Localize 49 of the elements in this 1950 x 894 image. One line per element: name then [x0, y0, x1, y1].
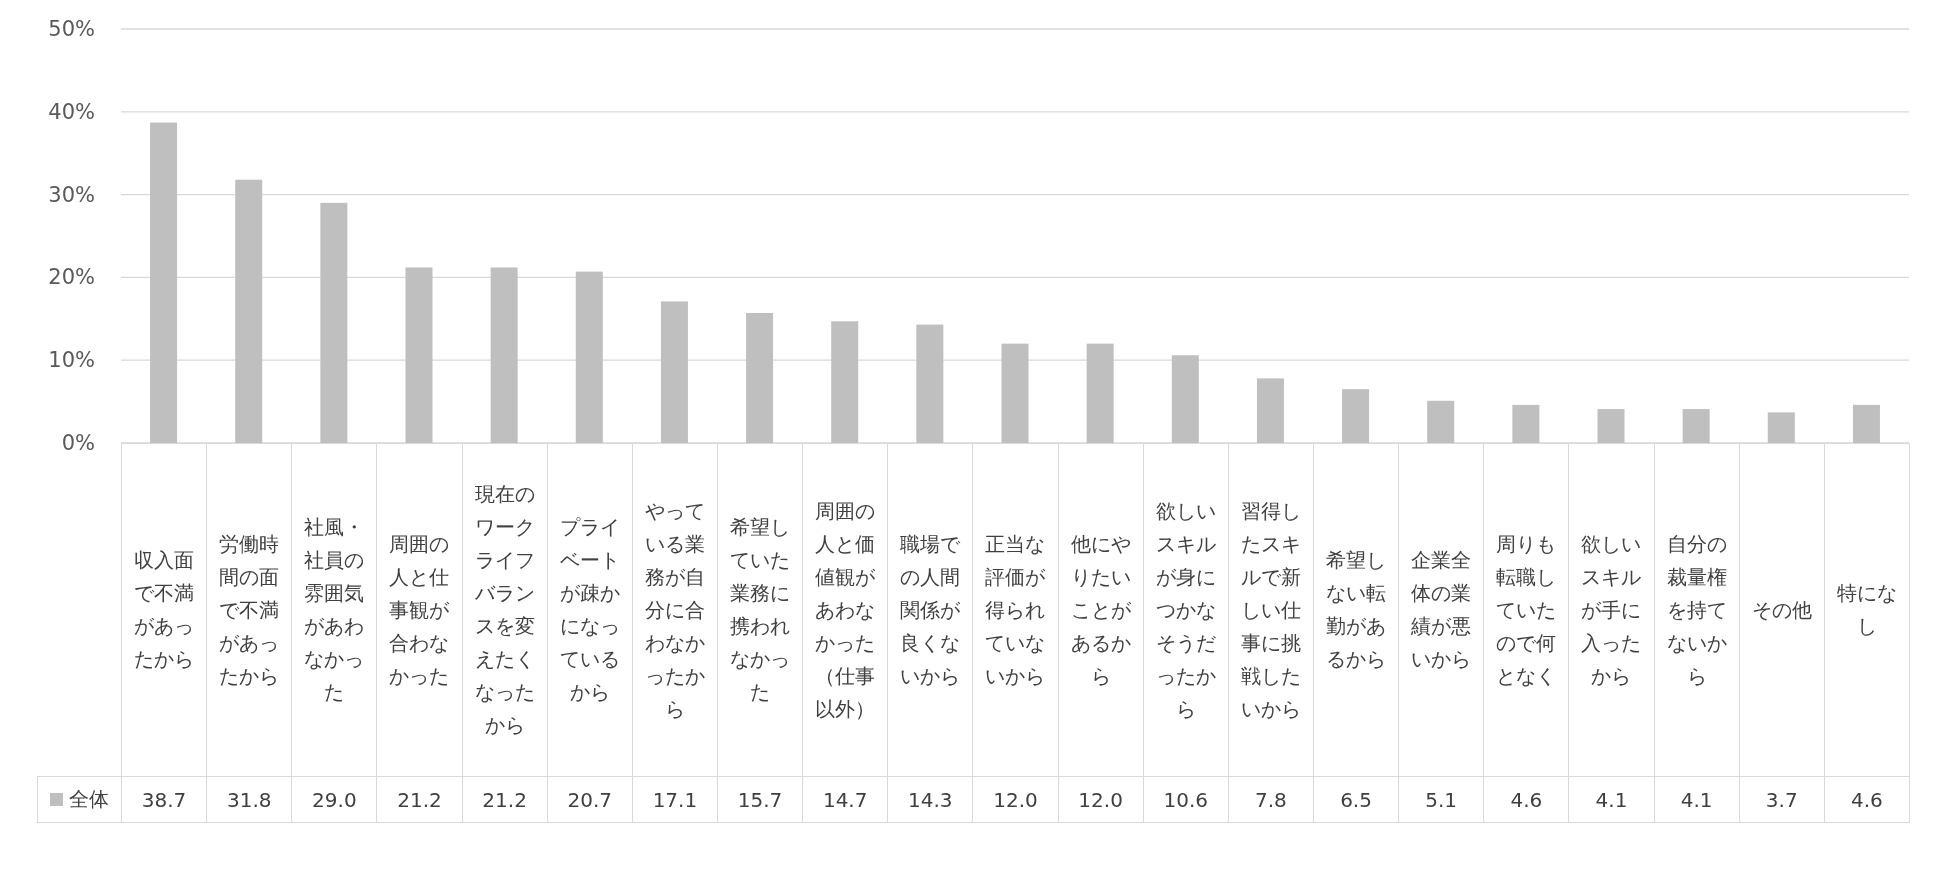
x-tick-label: 希望しない転勤があるから: [1313, 443, 1399, 777]
data-label: 15.7: [717, 776, 803, 823]
x-tick-label: プライベートが疎かになっているから: [547, 443, 633, 777]
data-label: 17.1: [632, 776, 718, 823]
data-label: 38.7: [121, 776, 207, 823]
x-tick-label: 自分の裁量権を持てないから: [1654, 443, 1740, 777]
data-label: 21.2: [376, 776, 463, 823]
y-tick-label: 50%: [48, 17, 95, 41]
x-tick-label: 習得したスキルで新しい仕事に挑戦したいから: [1228, 443, 1314, 777]
x-tick-label: 欲しいスキルが身につかなそうだったから: [1143, 443, 1229, 777]
x-tick-label: 周囲の人と価値観があわなかった（仕事以外）: [802, 443, 888, 777]
data-label: 21.2: [462, 776, 548, 823]
legend-label: 全体: [37, 776, 122, 823]
data-label: 4.6: [1483, 776, 1569, 823]
x-tick-label: 収入面で不満があったから: [121, 443, 207, 777]
x-tick-label: 職場での人間関係が良くないから: [887, 443, 973, 777]
y-tick-label: 40%: [48, 99, 95, 124]
x-tick-label: 社風・社員の雰囲気があわなかった: [291, 443, 377, 777]
data-label: 29.0: [291, 776, 377, 823]
y-tick-label: 30%: [48, 182, 95, 207]
data-label: 20.7: [547, 776, 633, 823]
x-tick-label: 企業全体の業績が悪いから: [1398, 443, 1484, 777]
data-label: 4.1: [1568, 776, 1655, 823]
x-tick-label: 労働時間の面で不満があったから: [206, 443, 292, 777]
x-tick-label: 正当な評価が得られていないから: [972, 443, 1059, 777]
x-tick-label: 周りも転職していたので何となく: [1483, 443, 1569, 777]
data-label: 7.8: [1228, 776, 1314, 823]
y-tick-label: 20%: [48, 265, 95, 290]
data-label: 4.6: [1824, 776, 1910, 823]
x-tick-label: 他にやりたいことがあるから: [1058, 443, 1144, 777]
data-label: 12.0: [972, 776, 1059, 823]
x-tick-label: その他: [1739, 443, 1825, 777]
data-label: 4.1: [1654, 776, 1740, 823]
data-label: 6.5: [1313, 776, 1399, 823]
data-label: 14.7: [802, 776, 888, 823]
y-tick-label: 10%: [48, 348, 95, 373]
x-tick-label: 現在のワークライフバランスを変えたくなったから: [462, 443, 548, 777]
x-tick-label: 特になし: [1824, 443, 1910, 777]
x-tick-label: 欲しいスキルが手に入ったから: [1568, 443, 1655, 777]
x-tick-label: 周囲の人と仕事観が合わなかった: [376, 443, 463, 777]
x-tick-label: 希望していた業務に携われなかった: [717, 443, 803, 777]
data-label: 10.6: [1143, 776, 1229, 823]
data-label: 31.8: [206, 776, 292, 823]
data-label: 5.1: [1398, 776, 1484, 823]
y-tick-label: 0%: [61, 431, 95, 455]
data-label: 12.0: [1058, 776, 1144, 823]
data-label: 3.7: [1739, 776, 1825, 823]
x-tick-label: やっている業務が自分に合わなかったから: [632, 443, 718, 777]
data-label: 14.3: [887, 776, 973, 823]
